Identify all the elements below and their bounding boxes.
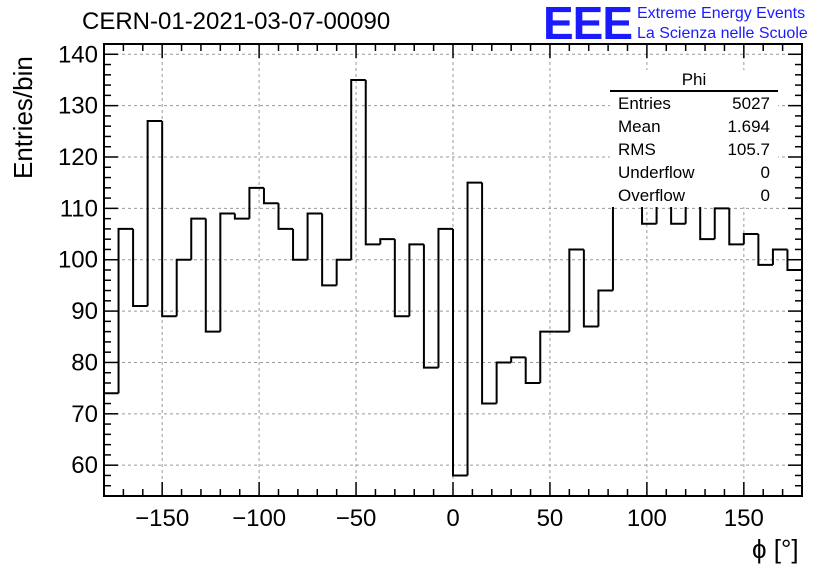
stats-label: Mean [618,117,661,136]
x-tick-labels: −150 −100 −50 0 50 100 150 [135,505,764,532]
y-tick-label: 100 [58,247,98,274]
stats-row-overflow: Overflow 0 [610,184,778,207]
stats-label: RMS [618,140,656,159]
logo-line-2: La Scienza nelle Scuole [637,25,808,42]
histogram-bin [335,258,352,286]
stats-value: 0 [760,163,770,182]
histogram-bin [582,249,599,328]
stats-label: Overflow [618,186,686,205]
histogram-bin [757,234,773,266]
x-tick-label: 150 [724,505,764,532]
histogram-bin [190,217,206,260]
histogram-bin [568,248,584,332]
stats-value: 1.694 [727,117,770,136]
histogram-bin [771,248,788,265]
x-tick-label: −50 [336,505,377,532]
y-tick-label: 80 [71,349,98,376]
histogram-bin [481,182,497,405]
x-tick-label: 0 [446,505,459,532]
stats-row-rms: RMS 105.7 [610,138,778,161]
y-tick-label: 60 [71,452,98,479]
histogram-bins [104,78,803,496]
histogram-bin [495,361,512,404]
histogram-bin [452,228,468,477]
stats-value: 105.7 [727,140,770,159]
x-tick-label: 100 [627,505,667,532]
histogram-bin [379,238,395,245]
y-tick-label: 70 [71,401,98,428]
x-tick-label: 50 [537,505,564,532]
histogram-bin [306,212,323,260]
stats-label: Entries [618,94,671,113]
y-tick-label: 130 [58,93,98,120]
axis-ticks [104,43,802,496]
histogram-bin [219,212,235,332]
stats-value: 5027 [732,94,770,113]
histogram-bin [539,330,555,383]
eee-logo-text: Extreme Energy Events La Scienza nelle S… [637,4,808,44]
x-tick-label: −100 [232,505,286,532]
histogram-bin [175,258,192,317]
histogram-bin [728,208,744,246]
y-tick-labels: 60 70 80 90 100 110 120 130 140 [58,41,98,479]
stats-label: Underflow [618,163,695,182]
histogram-bin [408,243,424,317]
histogram-bin [161,121,177,318]
x-tick-label: −150 [135,505,189,532]
histogram-bin [146,120,163,306]
histogram-bin [364,79,381,246]
x-axis-label: ϕ [°] [752,534,799,564]
histogram-bin [510,356,526,363]
histogram-bin [117,227,134,394]
stats-title: Phi [610,70,778,92]
y-tick-label: 140 [58,41,98,68]
y-tick-label: 120 [58,144,98,171]
histogram-bin [292,228,308,261]
stats-row-entries: Entries 5027 [610,92,778,115]
histogram-bin [350,78,366,260]
y-axis-label: Entries/bin [8,56,38,179]
logo-line-1: Extreme Energy Events [637,5,806,22]
histogram-bin [437,227,453,368]
histogram-bin [422,244,439,369]
stats-row-underflow: Underflow 0 [610,161,778,184]
histogram-bin [742,233,759,245]
histogram-bin [713,207,730,240]
y-tick-label: 90 [71,298,98,325]
eee-logo: EEE [543,0,633,49]
histogram-bin [132,228,148,307]
histogram-bin [466,181,483,476]
histogram-bin [204,218,221,333]
histogram-bin [248,186,264,219]
stats-row-mean: Mean 1.694 [610,115,778,138]
chart-title: CERN-01-2021-03-07-00090 [82,8,391,35]
histogram-bin [524,357,541,384]
y-tick-label: 110 [60,195,98,222]
stats-box: Phi Entries 5027 Mean 1.694 RMS 105.7 Un… [610,70,778,207]
histogram-bin [321,213,337,287]
histogram-bin [597,289,613,327]
histogram-bin [262,187,279,205]
histogram-bin [393,239,410,318]
histogram-bin [233,213,250,220]
stats-value: 0 [760,186,770,205]
histogram-bin [277,203,294,230]
